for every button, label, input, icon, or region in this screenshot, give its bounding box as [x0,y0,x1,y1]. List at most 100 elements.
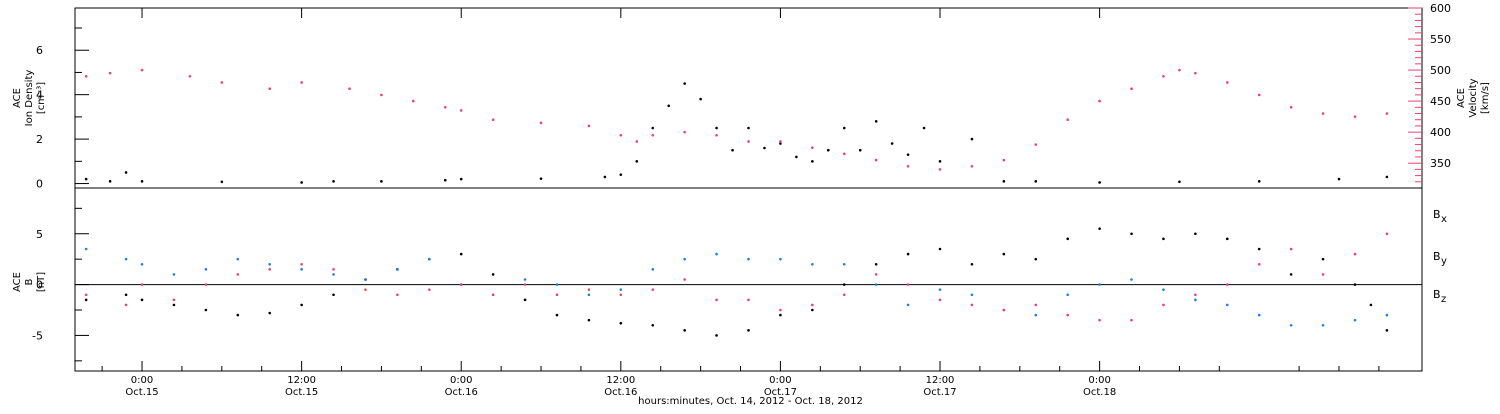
bx-point [1066,237,1069,241]
velocity-point [1098,99,1101,103]
by-point [1257,313,1261,317]
by-point [779,257,782,261]
bz-point [747,298,750,302]
bx-point [938,247,942,251]
top-right-tick-label: 350 [1430,157,1451,170]
by-point [1321,323,1325,327]
by-point [1289,323,1293,327]
bx-point [1257,247,1261,251]
bz-point [906,283,910,286]
velocity-point [938,168,942,171]
ion-density-point [731,148,734,152]
by-point [1385,313,1389,317]
by-point [1353,318,1357,322]
velocity-point [635,140,639,143]
bz-point [523,283,527,286]
ion-density-point [747,126,750,130]
ion-density-point [906,153,910,156]
x-tick-label-time: 12:00 [287,375,316,386]
top-left-axis-label: [cm⁻³] [36,82,47,114]
by-point [300,268,303,271]
ion-density-point [1098,181,1101,184]
bx-point [172,303,176,307]
bz-point [300,262,303,266]
bx-point [747,329,750,332]
bz-point [1162,303,1165,307]
ion-density-point [890,142,894,145]
bx-point [811,308,814,312]
bx-point [619,321,623,325]
velocity-point [140,68,144,72]
ion-density-point [443,178,447,182]
by-point [683,257,686,261]
bz-point [1321,273,1325,276]
bz-point [268,268,272,271]
bx-point [1162,237,1165,241]
ion-density-point [619,173,623,176]
by-point [906,303,910,307]
bx-point [124,293,128,297]
bz-point [124,303,128,307]
velocity-point [651,133,655,137]
by-point [1130,278,1133,281]
bx-point [1321,257,1325,261]
velocity-point [587,124,591,128]
legend-item-x: B [1433,208,1441,221]
x-tick-label-date: Oct.16 [445,387,478,398]
by-point [124,257,128,261]
velocity-point [220,81,224,84]
ion-density-point [715,126,718,130]
bottom-left-axis-label: ACE [12,272,23,292]
x-tick-label-time: 0:00 [1088,375,1110,386]
bz-point [364,288,367,291]
x-tick-label-time: 12:00 [926,375,955,386]
bz-point [1002,308,1006,312]
bz-point [683,278,686,281]
velocity-point [1002,158,1006,162]
by-point [364,278,367,281]
bz-point [842,293,846,297]
ion-density-point [938,160,942,163]
legend-sub-y: y [1441,256,1447,267]
top-left-tick-label: 4 [36,89,43,102]
by-point [428,257,431,261]
bz-point [1098,318,1101,322]
by-point [811,262,814,266]
velocity-point [1257,93,1261,97]
velocity-point [443,106,447,109]
velocity-point [1178,68,1181,72]
top-left-axis-label: ACE [12,88,23,108]
by-point [1162,288,1165,291]
bz-point [332,268,335,271]
bx-point [651,323,655,327]
legend-item-z: B [1433,288,1441,301]
ion-density-point [874,120,878,123]
bx-point [1353,283,1357,286]
bottom-left-tick-label: -5 [32,329,43,342]
by-point [555,283,559,286]
top-right-axis-label: ACE [1456,88,1467,108]
bx-point [842,283,846,286]
ion-density-point [1257,180,1261,183]
velocity-point [1066,118,1069,122]
velocity-point [491,118,495,122]
legend-sub-x: x [1441,214,1447,225]
x-tick-label-date: Oct.17 [764,387,797,398]
top-left-tick-label: 6 [36,44,43,57]
by-point [1034,313,1038,317]
by-point [84,247,88,251]
velocity-point [188,74,192,78]
velocity-point [108,71,112,75]
bz-point [555,293,559,297]
ion-density-point [795,155,798,159]
velocity-point [300,81,303,84]
bx-point [459,252,463,256]
by-point [204,268,208,271]
bx-point [555,313,559,317]
bx-point [1098,227,1101,230]
velocity-point [1194,71,1197,75]
by-point [619,288,623,291]
x-tick-label-date: Oct.15 [125,387,158,398]
bz-point [491,293,495,297]
velocity-point [906,164,910,168]
